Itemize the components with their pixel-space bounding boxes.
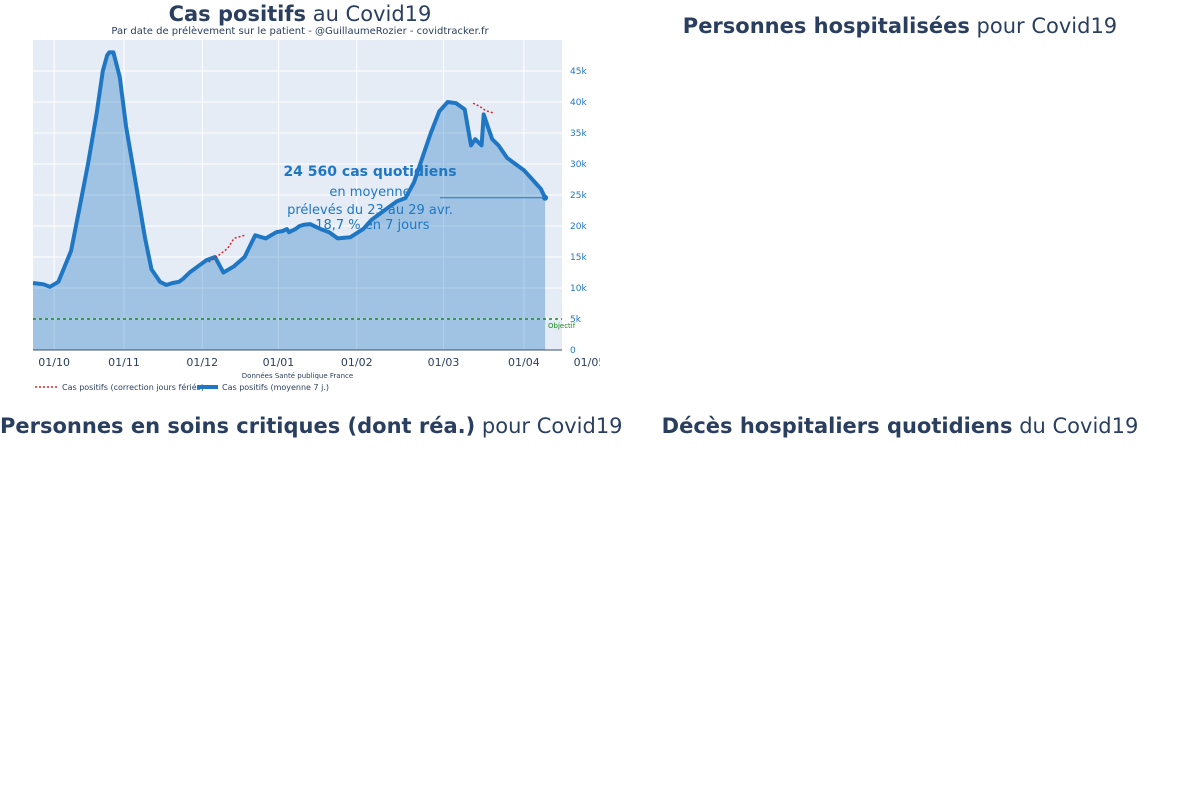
x-tick-label: 01/11: [108, 356, 140, 369]
x-tick-label: 01/01: [263, 356, 295, 369]
icu-title-rest: pour Covid19: [475, 414, 623, 438]
icu-title: Personnes en soins critiques (dont réa.)…: [0, 414, 623, 438]
y-tick-label: 5k: [570, 315, 582, 325]
series-area-cases: [33, 52, 546, 351]
y-tick-label: 10k: [570, 284, 587, 294]
source-label: Données Santé publique France: [242, 372, 353, 380]
legend-label-correction: Cas positifs (correction jours fériés): [62, 382, 204, 392]
cases-subtitle: Par date de prélèvement sur le patient -…: [111, 26, 489, 37]
cases-title: Cas positifs au Covid19: [0, 2, 600, 26]
y-tick-label: 40k: [570, 98, 587, 108]
y-tick-label: 35k: [570, 129, 587, 139]
annotation-line: en moyenne: [329, 185, 410, 200]
x-tick-label: 01/05: [574, 356, 600, 369]
objective-label: Objectif: [548, 322, 576, 330]
annotation-line: -18,7 % en 7 jours: [311, 218, 430, 233]
hosp-title-bold: Personnes hospitalisées: [682, 14, 970, 38]
x-tick-label: 01/12: [186, 356, 218, 369]
series-line-cases: [32, 50, 547, 289]
panel-deaths: Décès hospitaliers quotidiens du Covid19…: [600, 400, 1200, 800]
annotation-line: prélevés du 23 au 29 avr.: [287, 203, 453, 218]
deaths-chart: 01/0501/0701/0901/1101/0101/030100200300…: [0, 0, 600, 400]
series-line-holiday-correction: [208, 234, 245, 263]
x-tick-label: 01/04: [508, 356, 540, 369]
y-tick-label: 25k: [570, 191, 587, 201]
x-tick-label: 01/03: [428, 356, 460, 369]
y-tick-label: 20k: [570, 222, 587, 232]
hosp-title-rest: pour Covid19: [969, 14, 1118, 38]
deaths-title: Décès hospitaliers quotidiens du Covid19: [600, 414, 1200, 438]
panel-hospitalisations: Personnes hospitalisées pour Covid19 01/…: [600, 0, 1200, 400]
y-tick-label: 15k: [570, 253, 587, 263]
deaths-title-bold: Décès hospitaliers quotidiens: [661, 414, 1013, 438]
y-tick-label: 0: [570, 346, 576, 356]
cases-title-bold: Cas positifs: [168, 2, 307, 26]
deaths-title-rest: du Covid19: [1012, 414, 1139, 438]
panel-icu: Personnes en soins critiques (dont réa.)…: [0, 400, 623, 800]
annotation-line: 24 560 cas quotidiens: [283, 164, 456, 180]
icu-title-bold: Personnes en soins critiques (dont réa.): [0, 414, 476, 438]
y-tick-label: 30k: [570, 160, 587, 170]
cases-chart: 01/10 01/11 01/12 01/01 01/02 01/03 01/04 01/05…: [32, 40, 600, 392]
panel-cases: Cas positifs au Covid19 Par date de prél…: [0, 0, 600, 400]
cases-title-rest: au Covid19: [306, 2, 432, 26]
legend-label-average: Cas positifs (moyenne 7 j.): [222, 383, 329, 392]
x-tick-label: 01/02: [341, 356, 373, 369]
y-tick-label: 45k: [570, 67, 587, 77]
x-tick-label: 01/10: [38, 356, 70, 369]
hosp-title: Personnes hospitalisées pour Covid19: [600, 14, 1200, 38]
